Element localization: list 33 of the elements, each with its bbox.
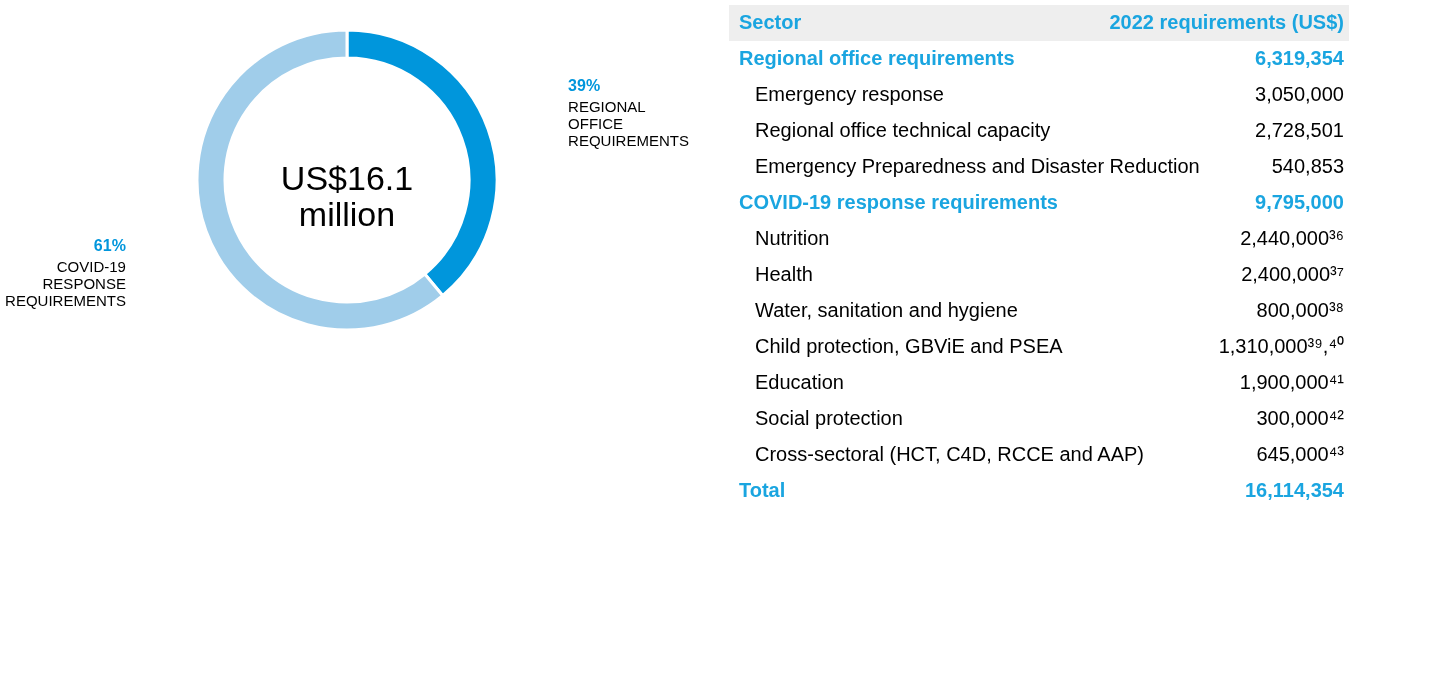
data-label: 800,000³⁸ [1256,299,1344,321]
slice-label: COVID-19 RESPONSE REQUIREMENTS [5,257,126,309]
category-label: Child protection, GBViE and PSEA [755,335,1064,357]
slice-label: REGIONAL OFFICE REQUIREMENTS [568,98,689,150]
data-label: 300,000⁴² [1256,407,1345,429]
text: 2022 requirements (US$) [1109,11,1344,33]
category-label: Emergency Preparedness and Disaster Reduction [755,155,1200,177]
category-label: Education [755,371,844,393]
data-label: 16,114,354 [1245,479,1345,501]
data-label: 3,050,000 [1255,83,1344,105]
text: US$16.1 million [280,159,414,233]
data-label: 6,319,354 [1255,47,1345,69]
data-label: 61% [93,236,126,254]
category-label: COVID-19 response requirements [739,191,1058,213]
category-label: Emergency response [755,83,944,105]
data-label: 39% [568,77,601,95]
category-label: Total [739,479,786,501]
data-label: 2,400,000³⁷ [1241,263,1344,285]
data-label: 2,728,501 [1255,119,1344,141]
data-label: 2,440,000³⁶ [1240,227,1344,249]
data-label: 1,900,000⁴¹ [1239,371,1345,393]
data-label: 645,000⁴³ [1256,443,1345,465]
category-label: Regional office technical capacity [755,119,1051,141]
data-label: 1,310,000³⁹,⁴⁰ [1218,335,1344,357]
category-label: Social protection [755,407,903,429]
text: Sector [739,11,802,33]
category-label: Nutrition [755,227,830,249]
data-label: 540,853 [1271,155,1344,177]
category-label: Health [755,263,813,285]
data-label: 9,795,000 [1255,191,1344,213]
category-label: Regional office requirements [739,47,1015,69]
category-label: Water, sanitation and hygiene [755,299,1018,321]
category-label: Cross-sectoral (HCT, C4D, RCCE and AAP) [755,443,1144,465]
